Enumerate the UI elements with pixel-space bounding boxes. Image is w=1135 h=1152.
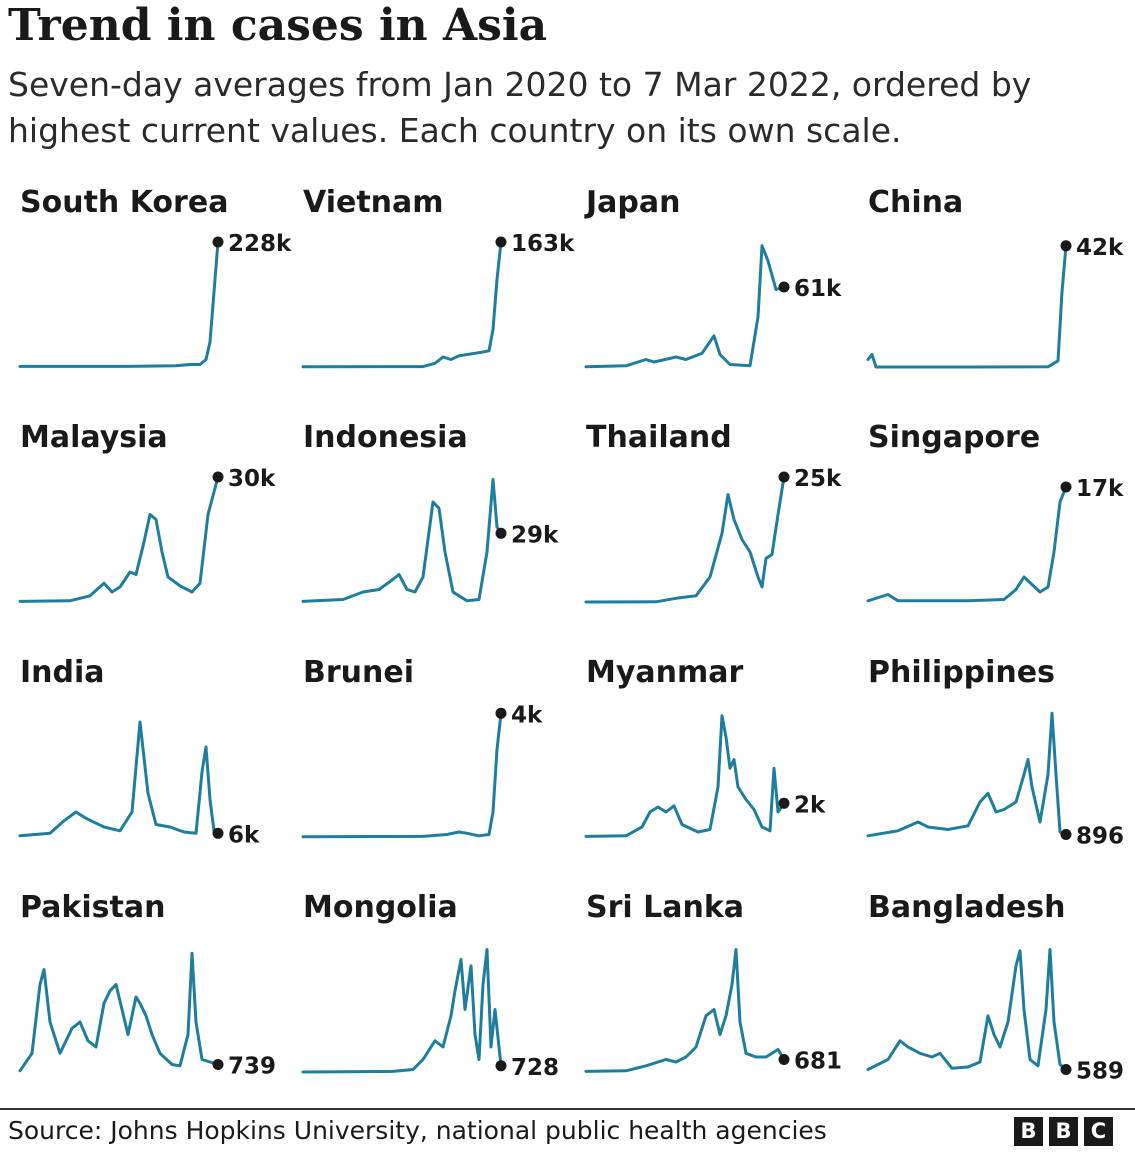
panel-bangladesh: Bangladesh 589 <box>866 890 1124 1085</box>
trend-line <box>18 475 220 603</box>
current-value-label: 163k <box>511 231 575 257</box>
panel-malaysia: Malaysia 30k <box>18 420 276 603</box>
current-value-dot <box>778 1054 790 1065</box>
current-value-label: 896 <box>1076 824 1124 850</box>
footer-divider <box>0 1108 1135 1110</box>
trend-line <box>18 240 220 368</box>
current-value-label: 30k <box>228 466 276 492</box>
current-value-label: 61k <box>794 276 842 302</box>
panel-title: China <box>868 185 963 220</box>
panel-title: Mongolia <box>303 890 458 925</box>
trend-line <box>18 951 220 1073</box>
chart-title: Trend in cases in Asia <box>8 0 548 51</box>
source-note: Source: Johns Hopkins University, nation… <box>8 1116 827 1145</box>
panel-vietnam: Vietnam 163k <box>301 185 575 369</box>
current-value-label: 589 <box>1076 1059 1124 1085</box>
trend-line <box>584 475 786 604</box>
panel-title: Sri Lanka <box>586 890 744 925</box>
trend-line <box>301 711 503 839</box>
panel-title: Bangladesh <box>868 890 1066 925</box>
panel-title: Pakistan <box>20 890 165 925</box>
panel-title: Indonesia <box>303 420 468 455</box>
current-value-dot <box>778 281 790 293</box>
current-value-dot <box>212 236 224 248</box>
current-value-dot <box>212 827 224 839</box>
panel-mongolia: Mongolia 728 <box>301 890 559 1081</box>
current-value-label: 681 <box>794 1049 842 1075</box>
current-value-label: 42k <box>1076 235 1124 261</box>
current-value-dot <box>495 527 507 539</box>
current-value-dot <box>495 707 507 719</box>
panel-title: Vietnam <box>303 185 444 220</box>
current-value-dot <box>212 1059 224 1070</box>
panel-sri-lanka: Sri Lanka 681 <box>584 890 842 1075</box>
panel-japan: Japan 61k <box>584 185 842 369</box>
current-value-label: 728 <box>511 1055 559 1081</box>
bbc-logo-letter-1: B <box>1014 1117 1043 1146</box>
trend-line <box>866 485 1068 603</box>
panel-title: South Korea <box>20 185 228 220</box>
trend-line <box>584 948 786 1073</box>
panel-indonesia: Indonesia 29k <box>301 420 559 603</box>
trend-line <box>301 240 503 369</box>
current-value-dot <box>495 236 507 248</box>
bbc-logo-letter-3: C <box>1084 1117 1113 1146</box>
trend-line <box>584 244 786 369</box>
current-value-label: 4k <box>511 702 543 728</box>
panel-singapore: Singapore 17k <box>866 420 1124 603</box>
current-value-label: 25k <box>794 466 842 492</box>
panel-title: Philippines <box>868 655 1055 690</box>
current-value-dot <box>778 471 790 483</box>
bbc-logo: B B C <box>1014 1117 1134 1146</box>
bbc-logo-letter-2: B <box>1049 1117 1078 1146</box>
current-value-dot <box>1060 240 1072 252</box>
trend-line <box>301 948 503 1074</box>
current-value-label: 739 <box>228 1054 276 1080</box>
chart-subtitle: Seven-day averages from Jan 2020 to 7 Ma… <box>8 65 1032 150</box>
panel-title: Japan <box>584 185 680 220</box>
current-value-label: 29k <box>511 522 559 548</box>
panel-title: Singapore <box>868 420 1040 455</box>
trend-line <box>301 478 503 603</box>
current-value-label: 2k <box>794 792 826 818</box>
panel-title: Thailand <box>586 420 732 455</box>
current-value-label: 6k <box>228 822 260 848</box>
trend-line <box>866 711 1068 838</box>
current-value-dot <box>1060 829 1072 840</box>
current-value-dot <box>1060 481 1072 493</box>
current-value-dot <box>1060 1064 1072 1075</box>
panel-thailand: Thailand 25k <box>584 420 842 604</box>
panel-brunei: Brunei 4k <box>301 655 543 839</box>
current-value-dot <box>778 797 790 809</box>
panel-china: China 42k <box>866 185 1124 369</box>
panel-title: Brunei <box>303 655 414 690</box>
trend-line <box>18 720 220 838</box>
current-value-dot <box>495 1060 507 1072</box>
trend-line <box>584 714 786 838</box>
current-value-label: 228k <box>228 231 292 257</box>
panel-title: India <box>20 655 105 690</box>
panel-title: Myanmar <box>586 655 744 690</box>
current-value-label: 17k <box>1076 476 1124 502</box>
panel-philippines: Philippines 896 <box>866 655 1124 850</box>
current-value-dot <box>212 471 224 483</box>
trend-line <box>866 948 1068 1071</box>
panel-myanmar: Myanmar 2k <box>584 655 826 838</box>
panel-title: Malaysia <box>20 420 168 455</box>
trend-line <box>866 244 1068 369</box>
panel-pakistan: Pakistan 739 <box>18 890 276 1080</box>
panel-india: India 6k <box>18 655 260 848</box>
